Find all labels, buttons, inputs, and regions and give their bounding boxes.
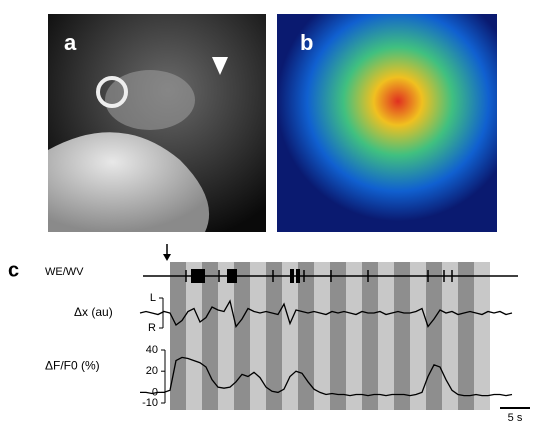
panel-b-image bbox=[277, 14, 497, 232]
y-tick-label: 20 bbox=[146, 365, 158, 377]
stripe bbox=[314, 262, 330, 410]
stripe bbox=[346, 262, 362, 410]
stripe bbox=[186, 262, 202, 410]
stripe bbox=[426, 262, 442, 410]
y-tick-label: R bbox=[148, 322, 156, 334]
trace bbox=[139, 299, 513, 328]
event-row bbox=[143, 269, 518, 283]
y-tick-label: 40 bbox=[146, 344, 158, 356]
trace bbox=[140, 356, 513, 397]
stripe bbox=[394, 262, 410, 410]
panel-label: c bbox=[8, 259, 19, 281]
stimulus-stripes bbox=[170, 262, 490, 410]
stripe bbox=[378, 262, 394, 410]
arrow-head bbox=[163, 254, 171, 261]
stripe bbox=[298, 262, 314, 410]
y-axis-label: ΔF/F0 (%) bbox=[45, 359, 100, 373]
stripe bbox=[442, 262, 458, 410]
y-tick-label: L bbox=[150, 292, 156, 304]
stripe bbox=[170, 262, 186, 410]
y-axis-label: Δx (au) bbox=[74, 305, 113, 319]
stripe bbox=[362, 262, 378, 410]
panel-label: b bbox=[300, 30, 313, 55]
stripe bbox=[202, 262, 218, 410]
panel-a-image bbox=[48, 14, 266, 232]
stripe bbox=[410, 262, 426, 410]
stripe bbox=[234, 262, 250, 410]
stripe bbox=[458, 262, 474, 410]
scale-bar-label: 5 s bbox=[508, 412, 523, 421]
stripe bbox=[266, 262, 282, 410]
stripe bbox=[218, 262, 234, 410]
panel-label: a bbox=[64, 30, 77, 55]
stripe bbox=[330, 262, 346, 410]
stripe bbox=[250, 262, 266, 410]
stripe bbox=[474, 262, 490, 410]
y-tick-label: -10 bbox=[142, 397, 158, 409]
row-label: WE/WV bbox=[45, 266, 84, 278]
